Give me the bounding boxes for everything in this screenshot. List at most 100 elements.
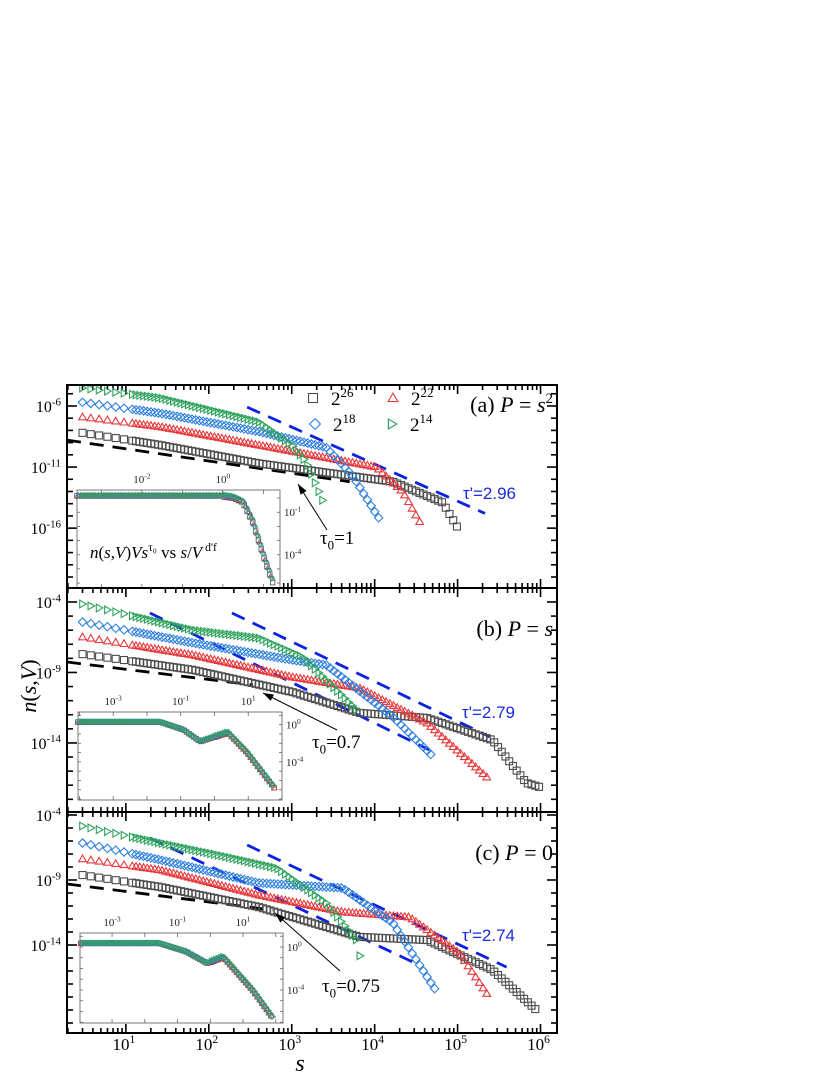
inset-marker [250, 515, 256, 523]
data-point [94, 841, 105, 852]
data-point [77, 853, 88, 863]
data-point [149, 407, 160, 418]
data-point [239, 646, 250, 657]
data-point [459, 751, 470, 761]
data-point [228, 644, 238, 655]
data-point [95, 873, 104, 882]
data-point [257, 649, 268, 660]
legend-label: 218 [333, 412, 355, 436]
data-point [426, 721, 436, 730]
data-point [87, 823, 96, 833]
data-point [157, 408, 168, 419]
data-point [467, 758, 477, 767]
data-point [198, 865, 209, 875]
data-point [103, 653, 112, 662]
inset-marker [136, 491, 143, 499]
data-point [198, 416, 209, 427]
data-point [134, 627, 145, 638]
data-point [183, 861, 194, 872]
data-point [77, 397, 88, 408]
data-point [138, 628, 149, 639]
data-point [224, 421, 235, 432]
fit-line [246, 843, 508, 969]
series-1 [77, 631, 492, 781]
data-point [201, 417, 212, 427]
tau-prime-label: τ'=2.96 [463, 484, 516, 503]
data-point [399, 490, 410, 499]
data-point [86, 855, 96, 864]
data-point [231, 645, 242, 656]
data-point [235, 423, 246, 434]
fit-line [246, 405, 486, 515]
legend: 226 222 218 214 [307, 386, 433, 436]
data-point [78, 428, 87, 437]
data-point [422, 971, 433, 982]
data-point [325, 882, 336, 893]
inset-marker [196, 491, 202, 499]
data-point [110, 402, 121, 412]
data-point [78, 650, 87, 659]
data-point [437, 935, 447, 944]
inset-marker [153, 491, 160, 499]
data-point [381, 471, 391, 480]
data-point [448, 741, 459, 751]
data-point [351, 683, 362, 694]
data-point [190, 638, 201, 649]
inset-marker [218, 491, 225, 499]
panel-label: (c) P = 0 [475, 840, 553, 865]
inset-marker [82, 491, 89, 499]
data-point [87, 385, 96, 394]
inset-x-tick-label: 10-1 [169, 914, 186, 929]
data-point [362, 692, 373, 703]
arrow-head-icon [298, 484, 307, 495]
y-tick-label: 10-9 [36, 663, 61, 683]
data-point [77, 617, 88, 627]
data-point [120, 830, 129, 840]
inset-marker [221, 491, 228, 498]
inset-marker [187, 491, 194, 499]
data-point [407, 710, 417, 719]
panel-label: (a) P = s2 [470, 391, 553, 417]
data-point [102, 400, 113, 411]
data-point [77, 411, 88, 421]
plot-area: 10-3 10-1 101 [67, 821, 540, 1024]
data-point [418, 966, 429, 976]
data-point [168, 858, 179, 868]
data-point [347, 680, 358, 691]
tau0-label: τ0=0.75 [322, 976, 380, 1000]
data-point [149, 853, 160, 864]
data-point [213, 868, 224, 879]
legend-marker-triangle-up-icon [387, 391, 399, 403]
data-point [377, 703, 388, 714]
data-point [272, 652, 283, 663]
data-point [463, 961, 473, 970]
data-point [280, 653, 291, 664]
data-point [407, 948, 418, 959]
data-point [328, 882, 339, 893]
inset-marker [162, 491, 168, 499]
inset-b: 10-3 10-1 101 [75, 693, 283, 801]
data-point [440, 938, 451, 947]
arrow-line [262, 692, 338, 731]
series-0 [78, 650, 544, 791]
fit-line [149, 611, 431, 752]
inset-marker [230, 492, 236, 499]
data-point [388, 918, 399, 929]
data-point [77, 631, 88, 641]
inset-series-3 [77, 718, 277, 789]
inset-marker [255, 533, 262, 540]
data-point [481, 988, 492, 997]
data-point [319, 495, 328, 506]
data-point [164, 857, 175, 868]
data-point [396, 704, 406, 713]
inset-marker [201, 491, 208, 499]
y-tick-label: 10-9 [36, 870, 61, 890]
data-point [304, 460, 313, 471]
data-point [429, 983, 440, 994]
data-point [145, 852, 156, 863]
legend-marker-triangle-right-icon [387, 418, 399, 430]
series-3 [79, 385, 328, 506]
data-point [254, 878, 265, 888]
data-point [284, 433, 294, 444]
data-point [138, 405, 149, 416]
